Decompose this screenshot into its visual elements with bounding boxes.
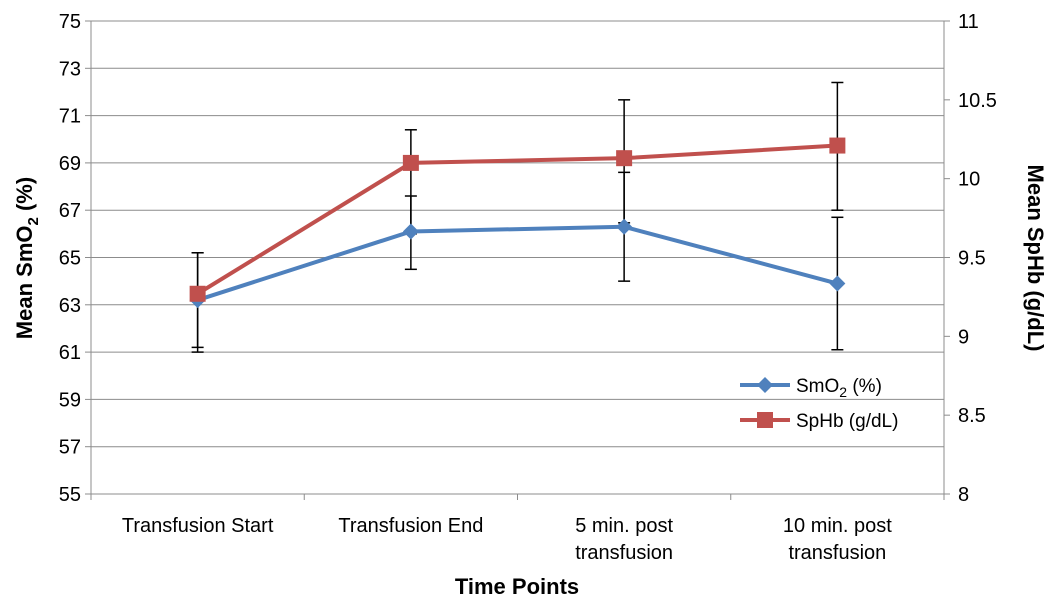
- x-category-label-line: transfusion: [575, 542, 673, 564]
- left-tick-label: 69: [59, 153, 81, 175]
- data-point-sphb: [402, 154, 419, 171]
- left-axis-title: Mean SmO2 (%): [12, 177, 42, 339]
- data-point-smo2: [829, 275, 846, 292]
- right-tick-label: 10: [958, 169, 980, 191]
- x-axis-title: Time Points: [455, 574, 579, 599]
- x-category-label: 10 min. post transfusion: [783, 515, 892, 564]
- left-tick-label: 67: [59, 200, 81, 222]
- left-tick-label: 65: [59, 248, 81, 270]
- series-line-sphb: [196, 143, 838, 296]
- x-category-label-line: Transfusion End: [338, 515, 483, 537]
- left-tick-label: 73: [59, 58, 81, 80]
- left-tick-label: 61: [59, 342, 81, 364]
- right-tick-label: 8: [958, 484, 969, 506]
- legend-sphb-label: SpHb (g/dL): [796, 411, 898, 432]
- right-tick-label: 9: [958, 326, 969, 348]
- left-tick-label: 63: [59, 295, 81, 317]
- data-point-sphb: [616, 150, 633, 167]
- left-tick-label: 55: [59, 484, 81, 506]
- x-category-label-line: transfusion: [788, 542, 886, 564]
- x-category-label-line: 5 min. post: [575, 515, 673, 537]
- legend-smo2-label: SmO2 (%): [796, 376, 882, 400]
- legend-smo2-label-subscript: 2: [839, 384, 847, 400]
- right-axis-title: Mean SpHb (g/dL): [1023, 165, 1047, 352]
- x-axis-categories: Transfusion Start Transfusion End 5 min. p…: [122, 515, 892, 564]
- left-axis-title-main: Mean SmO: [12, 225, 37, 339]
- series-lines: [189, 137, 846, 309]
- left-tick-label: 71: [59, 106, 81, 128]
- left-tick-label: 75: [59, 11, 81, 33]
- x-category-label-line: Transfusion Start: [122, 515, 274, 537]
- data-point-sphb: [189, 285, 206, 302]
- legend-smo2-marker: [757, 377, 773, 393]
- data-point-smo2: [402, 223, 419, 240]
- right-tick-label: 9.5: [958, 248, 986, 270]
- legend-smo2-label-unit: (%): [847, 376, 882, 397]
- right-tick-label: 8.5: [958, 405, 986, 427]
- data-point-sphb: [829, 137, 846, 154]
- legend-smo2-label-main: SmO: [796, 376, 839, 397]
- left-axis-ticks: 55 57 59 61 63 65 67 69 71 73 75: [59, 11, 91, 506]
- x-category-label: Transfusion End: [338, 515, 483, 537]
- x-category-label-line: 10 min. post: [783, 515, 892, 537]
- right-tick-label: 11: [958, 11, 979, 33]
- legend: SmO2 (%) SpHb (g/dL): [740, 376, 898, 432]
- x-category-label: Transfusion Start: [122, 515, 274, 537]
- right-tick-label: 10.5: [958, 90, 997, 112]
- x-category-label: 5 min. post transfusion: [575, 515, 673, 564]
- legend-sphb-marker: [757, 412, 773, 428]
- left-tick-label: 57: [59, 437, 81, 459]
- right-axis-ticks: 8 8.5 9 9.5 10 10.5 11: [944, 11, 997, 506]
- left-axis-title-unit: (%): [12, 177, 37, 217]
- series-line-smo2: [197, 224, 838, 302]
- error-bars: [191, 81, 844, 353]
- data-point-smo2: [616, 218, 633, 235]
- gridlines: [91, 20, 944, 495]
- left-tick-label: 59: [59, 389, 81, 411]
- left-axis-title-subscript: 2: [25, 217, 42, 225]
